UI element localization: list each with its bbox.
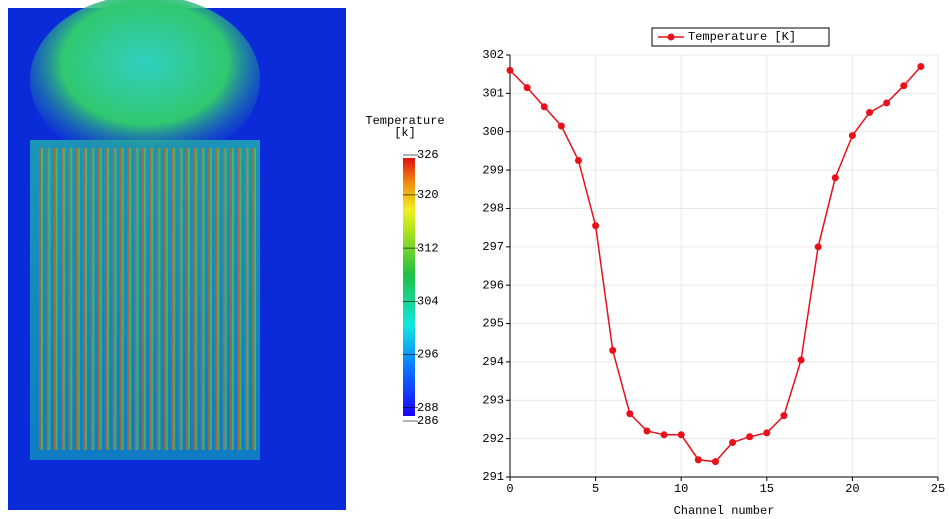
point bbox=[917, 63, 925, 71]
colorbar-tick-label: 296 bbox=[417, 348, 439, 362]
point bbox=[506, 66, 514, 74]
y-tick-label: 293 bbox=[482, 393, 504, 407]
point bbox=[643, 427, 651, 435]
y-tick-label: 302 bbox=[482, 48, 504, 62]
colorbar-tick-label: 312 bbox=[417, 241, 439, 255]
x-tick-label: 25 bbox=[931, 482, 945, 496]
y-tick-label: 291 bbox=[482, 470, 504, 484]
x-tick-label: 10 bbox=[674, 482, 688, 496]
colorbar-tick-label: 320 bbox=[417, 188, 439, 202]
legend-box bbox=[651, 27, 830, 47]
y-tick-label: 295 bbox=[482, 317, 504, 331]
point bbox=[729, 438, 737, 446]
point bbox=[848, 132, 856, 140]
point bbox=[609, 346, 617, 354]
point bbox=[866, 109, 874, 117]
point bbox=[677, 431, 685, 439]
x-axis-label: Channel number bbox=[674, 504, 775, 518]
colorbar: Temperature [k] bbox=[365, 114, 445, 416]
point bbox=[592, 222, 600, 230]
colorbar-title: [k] bbox=[394, 126, 416, 140]
y-tick-label: 301 bbox=[482, 87, 504, 101]
colorbar-scale bbox=[403, 158, 415, 416]
colorbar-title: Temperature bbox=[365, 114, 444, 128]
legend: Temperature [K] bbox=[651, 27, 830, 47]
point bbox=[900, 82, 908, 90]
point bbox=[883, 99, 891, 107]
point bbox=[694, 456, 702, 464]
legend-marker bbox=[667, 33, 675, 41]
y-tick-label: 294 bbox=[482, 355, 504, 369]
point bbox=[660, 431, 668, 439]
y-tick-label: 297 bbox=[482, 240, 504, 254]
point bbox=[711, 458, 719, 466]
colorbar-tick-label: 286 bbox=[417, 414, 439, 428]
point bbox=[626, 410, 634, 418]
colorbar-tick-label: 288 bbox=[417, 401, 439, 415]
x-tick-label: 5 bbox=[592, 482, 599, 496]
colorbar-tick-label: 304 bbox=[417, 294, 439, 308]
series-line bbox=[509, 66, 922, 463]
x-tick-label: 15 bbox=[760, 482, 774, 496]
x-tick-label: 0 bbox=[506, 482, 513, 496]
point bbox=[814, 243, 822, 251]
colorbar-tick-label: 326 bbox=[417, 148, 439, 162]
y-tick-label: 296 bbox=[482, 278, 504, 292]
contour-image bbox=[8, 0, 346, 510]
point bbox=[797, 356, 805, 364]
point bbox=[746, 433, 754, 441]
x-tick-label: 20 bbox=[845, 482, 859, 496]
point bbox=[831, 174, 839, 182]
point bbox=[523, 84, 531, 92]
y-tick-label: 298 bbox=[482, 202, 504, 216]
point bbox=[557, 122, 565, 130]
y-tick-label: 300 bbox=[482, 125, 504, 139]
point bbox=[780, 412, 788, 420]
point bbox=[574, 157, 582, 164]
y-tick-label: 299 bbox=[482, 163, 504, 177]
point bbox=[763, 429, 771, 437]
legend-label: Temperature [K] bbox=[688, 30, 796, 44]
y-tick-label: 292 bbox=[482, 432, 504, 446]
point bbox=[540, 103, 548, 111]
